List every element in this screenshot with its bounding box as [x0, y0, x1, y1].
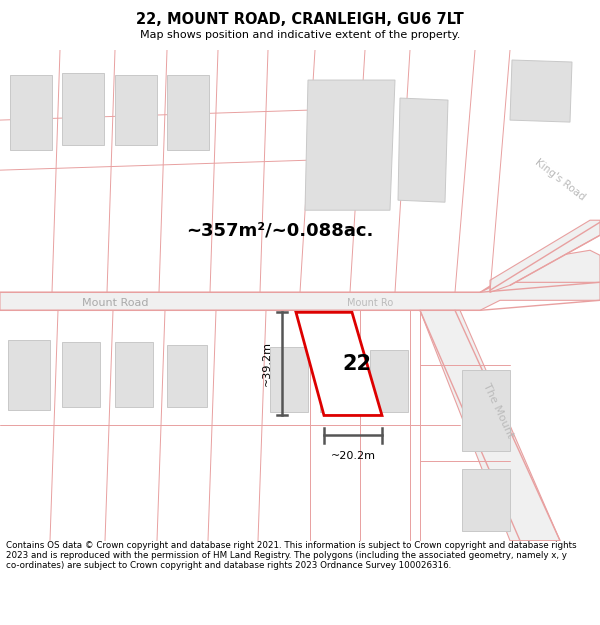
Polygon shape — [167, 75, 209, 150]
Text: ~357m²/~0.088ac.: ~357m²/~0.088ac. — [187, 221, 374, 239]
Text: 22, MOUNT ROAD, CRANLEIGH, GU6 7LT: 22, MOUNT ROAD, CRANLEIGH, GU6 7LT — [136, 12, 464, 28]
Polygon shape — [10, 75, 52, 150]
Polygon shape — [420, 311, 560, 541]
Text: Contains OS data © Crown copyright and database right 2021. This information is : Contains OS data © Crown copyright and d… — [6, 541, 577, 571]
Polygon shape — [115, 75, 157, 145]
Text: ~20.2m: ~20.2m — [331, 451, 376, 461]
Text: Map shows position and indicative extent of the property.: Map shows position and indicative extent… — [140, 30, 460, 40]
Text: Mount Ro: Mount Ro — [347, 298, 393, 308]
Polygon shape — [510, 60, 572, 122]
Polygon shape — [462, 371, 510, 451]
Polygon shape — [8, 341, 50, 411]
Text: The Mount: The Mount — [481, 381, 515, 439]
Text: Mount Road: Mount Road — [82, 298, 148, 308]
Polygon shape — [398, 98, 448, 202]
Polygon shape — [62, 342, 100, 408]
Polygon shape — [305, 80, 395, 210]
Polygon shape — [462, 469, 510, 531]
Polygon shape — [370, 351, 408, 413]
Polygon shape — [270, 348, 308, 413]
Polygon shape — [0, 282, 600, 311]
Polygon shape — [115, 342, 153, 408]
Polygon shape — [480, 250, 600, 292]
Text: 22: 22 — [342, 354, 371, 374]
Polygon shape — [167, 346, 207, 408]
Polygon shape — [296, 312, 382, 416]
Text: King's Road: King's Road — [533, 158, 587, 202]
Polygon shape — [490, 220, 600, 292]
Polygon shape — [62, 73, 104, 145]
Text: ~39.2m: ~39.2m — [262, 341, 272, 386]
Polygon shape — [320, 348, 358, 413]
